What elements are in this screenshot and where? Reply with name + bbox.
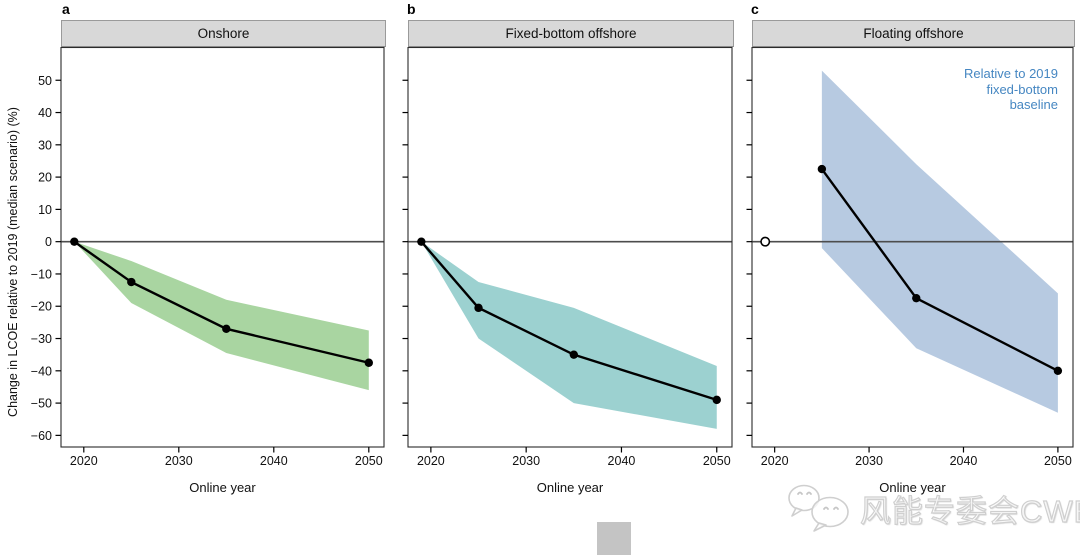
y-tick-label: −30 [31, 332, 52, 346]
median-point [70, 237, 79, 246]
median-point [222, 324, 231, 334]
median-point [712, 395, 721, 405]
panel-frame [751, 47, 1074, 448]
x-axis-title: Online year [879, 480, 946, 495]
y-tick-label: −60 [31, 429, 52, 443]
x-tick-label: 2050 [355, 454, 383, 468]
panel-frame [60, 47, 385, 448]
x-tick-label: 2050 [703, 454, 731, 468]
annotation-line-3: baseline [1009, 97, 1058, 112]
percentile-band [421, 241, 717, 429]
panel-frame [407, 47, 733, 448]
x-tick-label: 2030 [855, 454, 883, 468]
y-tick-label: 50 [38, 74, 52, 88]
annotation-line-2: fixed-bottom [986, 81, 1058, 97]
panel-plot-floating: 2020 2030 2040 2050 Online year [746, 47, 1074, 495]
annotation-line-1: Relative to 2019 [964, 66, 1058, 81]
x-axis-title: Online year [537, 480, 604, 495]
median-point [1053, 366, 1063, 376]
median-point [364, 358, 373, 367]
percentile-range-swatch [597, 522, 631, 555]
median-point [817, 164, 827, 174]
median-point [127, 277, 136, 287]
legend: Median respondent 25th–75th percentile r… [0, 520, 1080, 556]
panel-letter-c: c [751, 1, 759, 17]
y-tick-label: 0 [45, 235, 52, 249]
panel-header-fixed-bottom: Fixed-bottom offshore [408, 20, 734, 47]
x-tick-label: 2020 [417, 454, 445, 468]
baseline-annotation: Relative to 2019 fixed-bottom baseline [964, 66, 1058, 113]
y-tick-label: 40 [38, 106, 52, 120]
x-tick-label: 2040 [260, 454, 288, 468]
x-tick-label: 2030 [512, 454, 540, 468]
x-tick-label: 2040 [608, 454, 636, 468]
y-tick-label: 20 [38, 171, 52, 185]
median-line [73, 240, 370, 364]
x-tick-label: 2030 [165, 454, 193, 468]
median-point [569, 350, 579, 359]
panel-letter-b: b [407, 1, 416, 17]
median-point [912, 293, 921, 303]
y-tick-label: 10 [38, 203, 52, 217]
panel-plot-fixed-bottom: 2020 2030 2040 2050 Online year [402, 47, 733, 495]
y-tick-label: 30 [38, 138, 52, 152]
x-tick-label: 2050 [1044, 454, 1072, 468]
x-tick-label: 2020 [70, 454, 98, 468]
y-tick-label: −50 [31, 397, 52, 411]
panel-header-onshore: Onshore [61, 20, 386, 47]
panel-letter-a: a [62, 1, 70, 17]
x-tick-label: 2020 [761, 454, 789, 468]
median-line [420, 240, 718, 402]
panel-plot-onshore: 50 40 30 20 10 0 −10 −20 −30 −40 −50 −60 2020 2030 204… [31, 47, 385, 495]
x-axis-title: Online year [189, 480, 256, 495]
panel-header-floating: Floating offshore [752, 20, 1075, 47]
y-tick-label: −40 [31, 364, 52, 378]
y-tick-label: −10 [31, 267, 52, 281]
baseline-open-point [760, 236, 771, 247]
percentile-band [74, 241, 369, 391]
median-point [474, 303, 483, 313]
x-tick-label: 2040 [950, 454, 978, 468]
median-point [417, 237, 426, 246]
y-tick-label: −20 [31, 300, 52, 314]
